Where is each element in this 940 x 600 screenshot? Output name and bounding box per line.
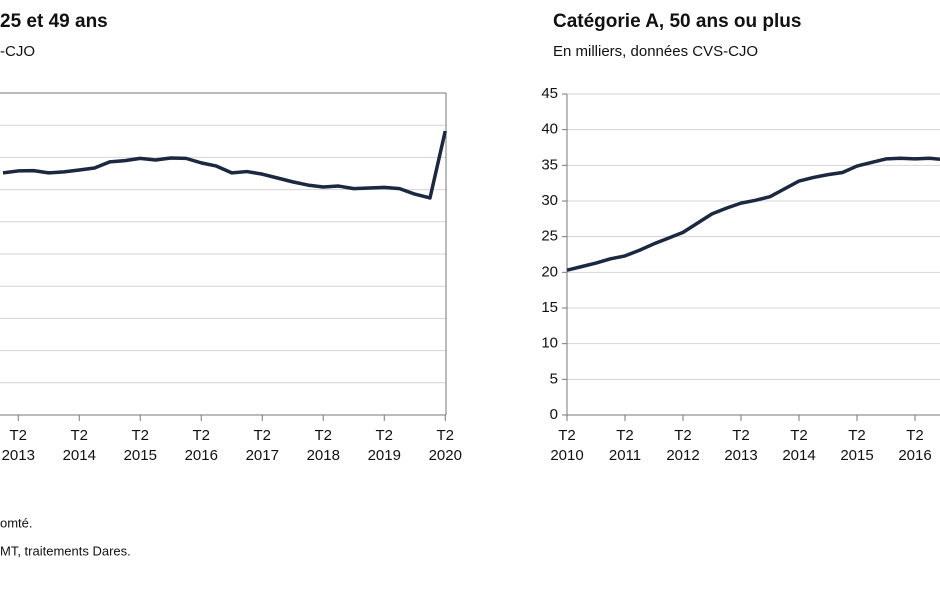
y-tick-label: 35 (541, 156, 558, 173)
x-tick-label: T2 2019 (368, 427, 401, 464)
chart-subtitle: -CJO (0, 43, 35, 60)
x-tick-label: T2 2017 (246, 427, 279, 464)
x-tick-label: T2 2014 (63, 427, 96, 464)
series-line (566, 156, 940, 272)
x-tick-label: T2 2015 (840, 427, 873, 464)
y-tick-label: 0 (550, 406, 558, 423)
y-tick-label: 5 (550, 370, 558, 387)
y-tick-label: 25 (541, 228, 558, 245)
x-tick-label: T2 2012 (666, 427, 699, 464)
x-tick-label: T2 2018 (307, 427, 340, 464)
y-tick-label: 45 (541, 85, 558, 102)
y-tick-label: 30 (541, 192, 558, 209)
y-tick-label: 20 (541, 263, 558, 280)
x-tick-label: T2 2011 (609, 427, 641, 464)
y-tick-label: 10 (541, 335, 558, 352)
x-tick-label: T2 2013 (2, 427, 35, 464)
chart-subtitle: En milliers, données CVS-CJO (553, 43, 758, 60)
chart-title: 25 et 49 ans (0, 11, 108, 32)
series-line (2, 130, 447, 200)
footnote: MT, traitements Dares. (0, 543, 131, 558)
y-tick-label: 40 (541, 121, 558, 138)
x-tick-label: T2 2013 (724, 427, 757, 464)
x-tick-label: T2 2016 (898, 427, 931, 464)
x-tick-label: T2 2014 (782, 427, 815, 464)
y-tick-label: 15 (541, 299, 558, 316)
x-tick-label: T2 2020 (429, 427, 462, 464)
plot-area: T2 2013 T2 2014 T2 2015 T2 2016 T2 2017 T2 2018 T2 20… (0, 85, 940, 464)
x-tick-label: T2 2016 (185, 427, 218, 464)
footnote: omté. (0, 515, 33, 530)
chart-title: Catégorie A, 50 ans ou plus (553, 11, 801, 32)
x-tick-label: T2 2015 (124, 427, 157, 464)
x-tick-label: T2 2010 (550, 427, 583, 464)
